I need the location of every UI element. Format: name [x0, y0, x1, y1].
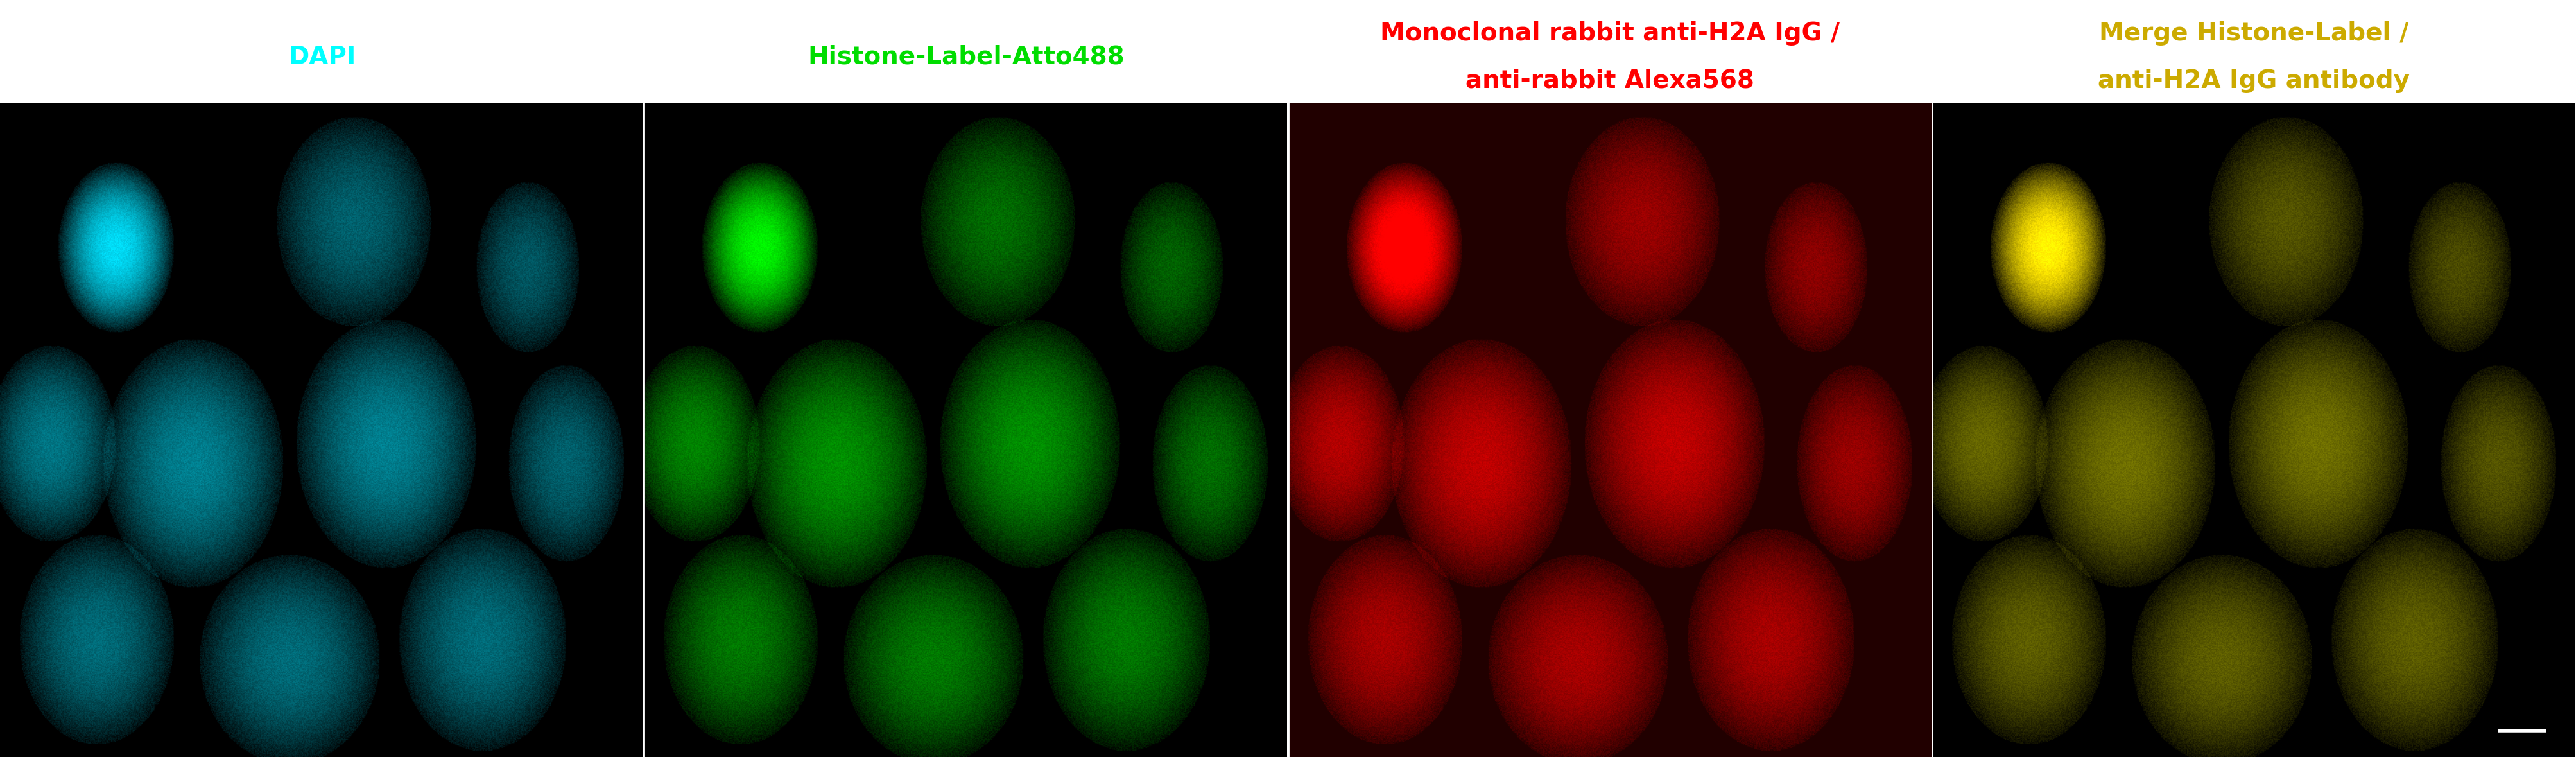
Text: DAPI: DAPI: [289, 44, 355, 69]
Text: Merge Histone-Label /: Merge Histone-Label /: [2099, 21, 2409, 45]
Text: Monoclonal rabbit anti-H2A IgG /: Monoclonal rabbit anti-H2A IgG /: [1381, 21, 1839, 45]
Text: anti-H2A IgG antibody: anti-H2A IgG antibody: [2097, 68, 2411, 93]
Text: Histone-Label-Atto488: Histone-Label-Atto488: [806, 44, 1126, 69]
Text: anti-rabbit Alexa568: anti-rabbit Alexa568: [1466, 68, 1754, 93]
